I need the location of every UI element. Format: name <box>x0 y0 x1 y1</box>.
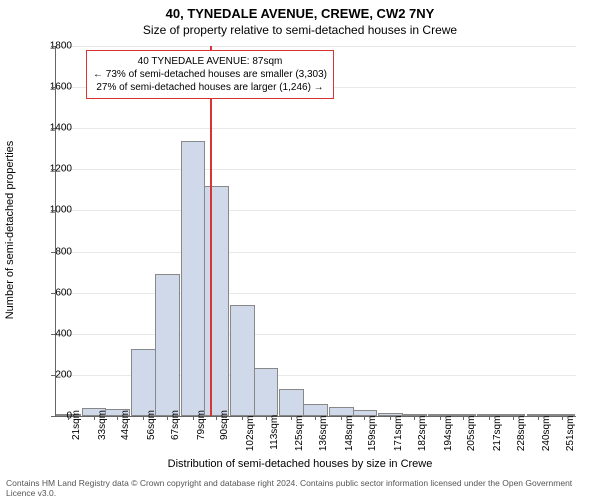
x-tick-label: 217sqm <box>492 380 503 420</box>
histogram-bar <box>181 141 206 416</box>
x-tick-label: 240sqm <box>541 380 552 420</box>
x-tick-label: 21sqm <box>71 380 82 420</box>
x-tick-label: 79sqm <box>196 380 207 420</box>
x-tick-label: 56sqm <box>146 380 157 420</box>
x-tick-label: 90sqm <box>219 380 230 420</box>
x-tick-label: 148sqm <box>344 380 355 420</box>
annotation-line2: ← 73% of semi-detached houses are smalle… <box>93 68 327 81</box>
plot-area: 40 TYNEDALE AVENUE: 87sqm ← 73% of semi-… <box>55 46 576 417</box>
attribution-text: Contains HM Land Registry data © Crown c… <box>6 478 600 498</box>
x-tick-label: 182sqm <box>417 380 428 420</box>
chart-title-sub: Size of property relative to semi-detach… <box>0 21 600 37</box>
x-tick-label: 44sqm <box>120 380 131 420</box>
annotation-box: 40 TYNEDALE AVENUE: 87sqm ← 73% of semi-… <box>86 50 334 99</box>
x-tick-label: 159sqm <box>367 380 378 420</box>
x-tick-label: 67sqm <box>170 380 181 420</box>
x-tick-label: 102sqm <box>245 380 256 420</box>
x-tick-label: 171sqm <box>393 380 404 420</box>
annotation-line1: 40 TYNEDALE AVENUE: 87sqm <box>93 55 327 68</box>
x-tick-label: 136sqm <box>318 380 329 420</box>
x-tick-label: 194sqm <box>443 380 454 420</box>
x-tick-label: 205sqm <box>466 380 477 420</box>
x-axis-label: Distribution of semi-detached houses by … <box>0 458 600 470</box>
y-axis-label: Number of semi-detached properties <box>4 51 16 230</box>
chart-title-main: 40, TYNEDALE AVENUE, CREWE, CW2 7NY <box>0 0 600 21</box>
x-tick-label: 113sqm <box>269 380 280 420</box>
x-tick-label: 251sqm <box>565 380 576 420</box>
chart-container: 40, TYNEDALE AVENUE, CREWE, CW2 7NY Size… <box>0 0 600 500</box>
x-tick-label: 33sqm <box>97 380 108 420</box>
annotation-line3: 27% of semi-detached houses are larger (… <box>93 81 327 94</box>
reference-line <box>210 46 212 416</box>
x-tick-label: 228sqm <box>516 380 527 420</box>
x-tick-label: 125sqm <box>294 380 305 420</box>
